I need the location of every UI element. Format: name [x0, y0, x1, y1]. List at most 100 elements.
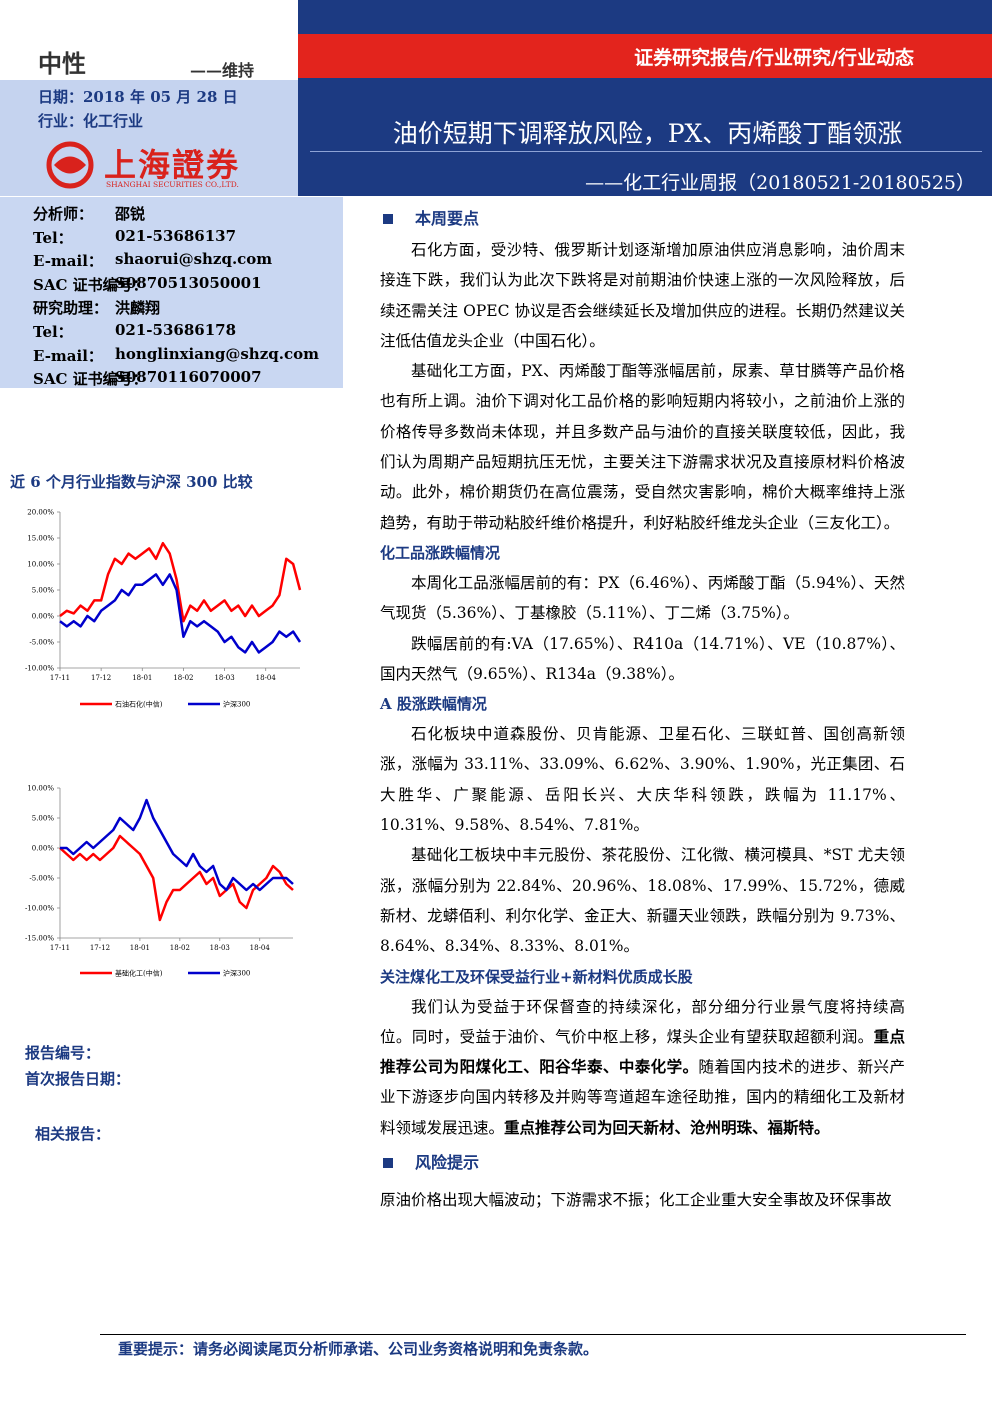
analyst-value: 邵锐 [115, 205, 146, 223]
analyst-label: 研究助理： [33, 299, 109, 318]
series-line [59, 834, 294, 922]
text-run: 我们认为受益于环保督查的持续深化，部分细分行业景气度将持续高位。同时，受益于油价… [380, 997, 905, 1046]
y-tick-label: 5.00% [32, 587, 55, 595]
related: 相关报告： [35, 1125, 111, 1143]
analyst-value: honglinxiang@shzq.com [115, 344, 319, 363]
text-run: 石化方面，受沙特、俄罗斯计划逐渐增加原油供应消息影响，油价周末接连下跌，我们认为… [380, 241, 905, 350]
report-type: 证券研究报告/行业研究/行业动态 [634, 47, 914, 69]
x-tick-label: 18-03 [214, 674, 234, 682]
analyst-label: E-mail： [33, 252, 103, 271]
y-tick-label: 15.00% [27, 535, 54, 543]
analyst-row: 研究助理： 洪麟翔 [33, 297, 160, 318]
x-tick-label: 18-02 [173, 674, 193, 682]
y-tick-label: -10.00% [25, 665, 54, 673]
analyst-value: 021-53686178 [115, 321, 237, 339]
series-line [59, 573, 302, 654]
analyst-label: E-mail： [33, 346, 103, 365]
series-line [60, 798, 294, 892]
date: 日期：2018 年 05 月 28 日 [38, 88, 238, 106]
report-no: 报告编号： [25, 1044, 101, 1062]
x-tick-label: 18-02 [170, 944, 190, 952]
subsection-heading: 关注煤化工及环保受益行业+新材料优质成长股 [380, 967, 693, 986]
text-run: 重点推荐公司为阳煤化工、阳谷华泰、中泰化学。 [380, 1026, 905, 1077]
paragraph: 跌幅居前的有:VA（17.65%）、R410a（14.71%）、VE（10.87… [380, 629, 905, 690]
x-tick-label: 18-01 [130, 944, 150, 952]
analyst-value: S0870513050001 [115, 273, 262, 292]
text-run: 基础化工板块中丰元股份、茶花股份、江化微、横河模具、*ST 尤夫领涨，涨幅分别为… [380, 846, 905, 956]
chart-section-title: 近 6 个月行业指数与沪深 300 比较 [10, 473, 253, 491]
paragraph: 石化方面，受沙特、俄罗斯计划逐渐增加原油供应消息影响，油价周末接连下跌，我们认为… [380, 235, 905, 356]
title-rule [310, 151, 982, 152]
analyst-row: Tel： 021-53686137 [33, 227, 236, 248]
chart: -15.00% -10.00% -5.00% 0.00% 5.00% 10.00% 17-1… [25, 785, 294, 978]
text-run: 跌幅居前的有:VA（17.65%）、R410a（14.71%）、VE（10.87… [380, 634, 905, 683]
analyst-row: SAC 证书编号： S0870513050001 [33, 274, 262, 295]
legend-label: 石油石化(中信) [115, 700, 163, 709]
paragraph: 石化板块中道森股份、贝肯能源、卫星石化、三联虹普、国创高新领涨，涨幅为 33.1… [380, 719, 905, 840]
analyst-value: S0870116070007 [115, 368, 262, 387]
analyst-value: 洪麟翔 [115, 299, 161, 318]
series-line [59, 541, 302, 623]
analyst-value: shaorui@shzq.com [115, 250, 273, 269]
analyst-label: SAC 证书编号： [33, 370, 148, 389]
chart: -10.00% -5.00% 0.00% 5.00% 10.00% 15.00% 20.00… [25, 509, 302, 709]
first-date: 首次报告日期： [25, 1070, 131, 1088]
logo-name: 上海證券 [104, 146, 241, 184]
analyst-value: 021-53686137 [115, 226, 237, 245]
rating-action: ——维持 [190, 61, 255, 80]
x-tick-label: 18-04 [250, 944, 271, 952]
analyst-row: Tel： 021-53686178 [33, 321, 236, 342]
body: 本周要点石化方面，受沙特、俄罗斯计划逐渐增加原油供应消息影响，油价周末接连下跌，… [380, 203, 905, 1215]
subsection-heading: 化工品涨跌幅情况 [380, 543, 501, 562]
analyst-row: E-mail： shaorui@shzq.com [33, 250, 272, 271]
text-run: 基础化工方面，PX、丙烯酸丁酯等涨幅居前，尿素、草甘膦等产品价格也有所上调。油价… [380, 362, 905, 532]
legend-label: 沪深300 [223, 700, 250, 709]
industry: 行业：化工行业 [38, 112, 144, 130]
text-run: 石化板块中道森股份、贝肯能源、卫星石化、三联虹普、国创高新领涨，涨幅为 33.1… [380, 725, 905, 835]
x-tick-label: 17-12 [90, 944, 110, 952]
x-tick-label: 17-11 [50, 944, 70, 952]
footer: 重要提示：请务必阅读尾页分析师承诺、公司业务资格说明和免责条款。 [118, 1340, 599, 1358]
y-tick-label: 0.00% [32, 613, 55, 621]
y-tick-label: 20.00% [27, 509, 54, 517]
y-tick-label: 0.00% [32, 845, 55, 853]
y-tick-label: -10.00% [25, 905, 54, 913]
x-tick-label: 17-11 [50, 674, 70, 682]
subtitle: ——化工行业周报（20180521-20180525） [585, 172, 975, 194]
rating: 中性 [38, 49, 86, 78]
x-tick-label: 18-04 [256, 674, 277, 682]
analyst-label: Tel： [33, 228, 73, 247]
paragraph: 本周化工品涨幅居前的有：PX（6.46%）、丙烯酸丁酯（5.94%）、天然气现货… [380, 568, 905, 629]
y-tick-label: 10.00% [27, 561, 54, 569]
text-run: 本周化工品涨幅居前的有：PX（6.46%）、丙烯酸丁酯（5.94%）、天然气现货… [380, 573, 905, 623]
analyst-row: 分析师： 邵锐 [33, 203, 145, 224]
section-heading: 本周要点 [380, 203, 905, 235]
analyst-label: Tel： [33, 323, 73, 341]
x-tick-label: 17-12 [91, 674, 111, 682]
logo-mark [46, 141, 94, 189]
logo-english: SHANGHAI SECURITIES CO.,LTD. [106, 180, 239, 189]
header-band [298, 0, 992, 196]
title: 油价短期下调释放风险，PX、丙烯酸丁酯领涨 [392, 119, 903, 148]
footer-rule [100, 1334, 966, 1335]
legend-label: 沪深300 [223, 969, 250, 978]
header-red-band [298, 34, 992, 78]
y-tick-label: -5.00% [29, 875, 54, 883]
y-tick-label: 5.00% [32, 815, 55, 823]
section-heading: 风险提示 [380, 1147, 905, 1179]
analyst-box: 分析师： 邵锐 Tel： 021-53686137 E-mail： shaorui@shz… [0, 197, 343, 388]
y-tick-label: 10.00% [27, 785, 54, 793]
analyst-label: 分析师： [33, 205, 94, 223]
paragraph: 基础化工方面，PX、丙烯酸丁酯等涨幅居前，尿素、草甘膦等产品价格也有所上调。油价… [380, 356, 905, 538]
y-tick-label: -5.00% [29, 639, 54, 647]
analyst-label: SAC 证书编号： [33, 275, 148, 294]
text-run: 重点推荐公司为回天新材、沧州明珠、福斯特。 [504, 1117, 830, 1137]
x-tick-label: 18-01 [132, 674, 152, 682]
paragraph: 基础化工板块中丰元股份、茶花股份、江化微、横河模具、*ST 尤夫领涨，涨幅分别为… [380, 840, 905, 961]
x-tick-label: 18-03 [210, 944, 230, 952]
analyst-row: E-mail： honglinxiang@shzq.com [33, 345, 319, 366]
y-tick-label: -15.00% [25, 935, 54, 943]
legend-label: 基础化工(中信) [115, 969, 163, 978]
paragraph: 原油价格出现大幅波动；下游需求不振；化工企业重大安全事故及环保事故 [380, 1191, 892, 1210]
